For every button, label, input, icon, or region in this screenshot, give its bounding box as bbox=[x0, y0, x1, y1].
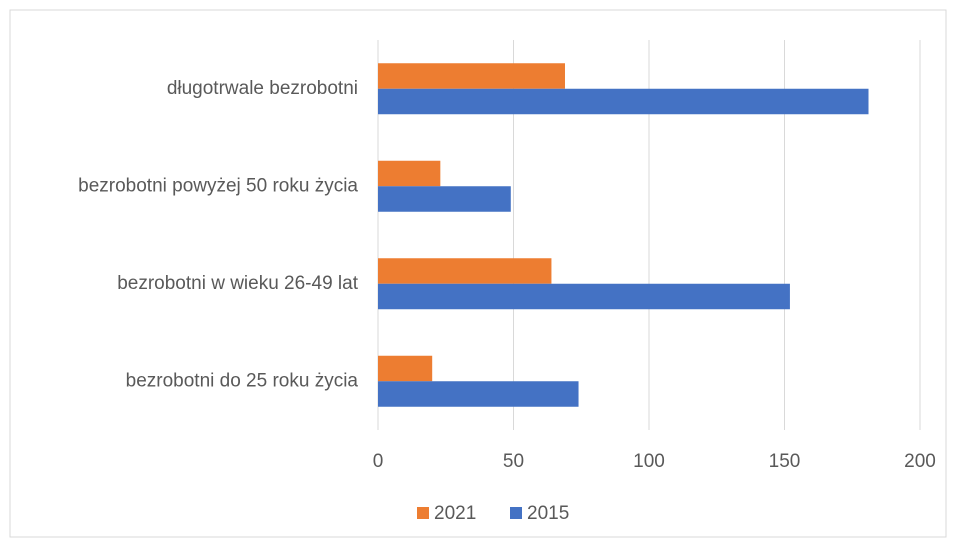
y-tick-label: bezrobotni do 25 roku życia bbox=[126, 370, 359, 391]
legend-label: 2015 bbox=[527, 503, 569, 524]
bar bbox=[378, 283, 790, 310]
bar bbox=[378, 88, 869, 115]
x-tick-label: 100 bbox=[633, 451, 665, 472]
legend-swatch bbox=[510, 507, 522, 519]
bar bbox=[378, 355, 433, 382]
bar bbox=[378, 63, 565, 89]
legend-label: 2021 bbox=[434, 503, 476, 524]
y-tick-label: długotrwale bezrobotni bbox=[167, 78, 358, 99]
bar bbox=[378, 381, 579, 407]
y-tick-label: bezrobotni w wieku 26-49 lat bbox=[117, 273, 359, 294]
bar bbox=[378, 186, 511, 212]
x-tick-label: 50 bbox=[503, 451, 524, 472]
x-tick-label: 200 bbox=[904, 451, 936, 472]
x-tick-label: 150 bbox=[769, 451, 801, 472]
legend-swatch bbox=[417, 507, 429, 519]
y-tick-label: bezrobotni powyżej 50 roku życia bbox=[78, 175, 358, 196]
bar bbox=[378, 258, 552, 284]
x-tick-label: 0 bbox=[373, 451, 384, 472]
bar bbox=[378, 160, 441, 187]
